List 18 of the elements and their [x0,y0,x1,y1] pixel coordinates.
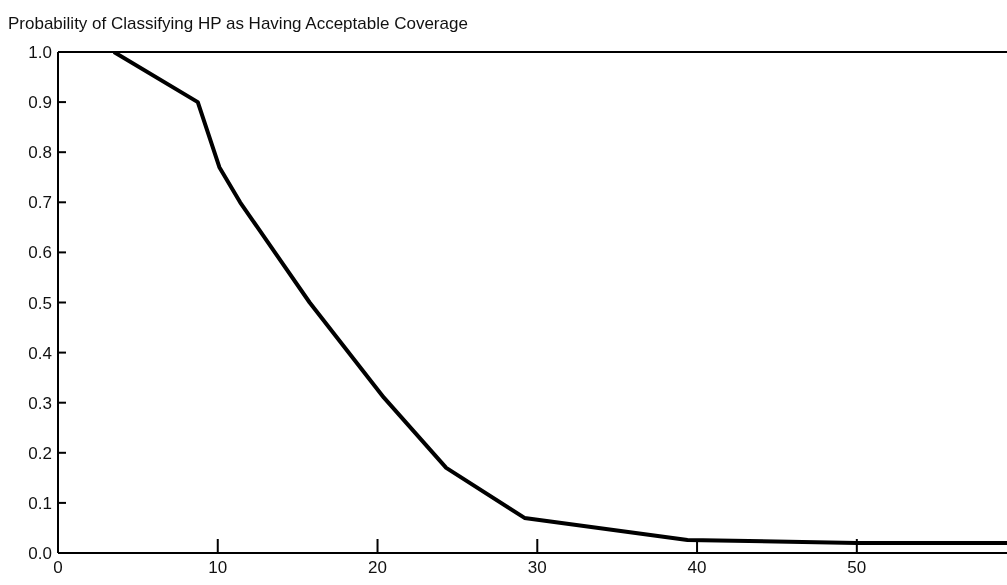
y-tick-label: 0.8 [28,143,52,163]
x-tick-label: 10 [208,558,228,578]
y-tick-label: 0.3 [28,393,52,413]
y-tick-label: 0.1 [28,493,52,513]
x-tick-label: 20 [368,558,387,578]
y-tick-label: 0.6 [28,243,52,263]
x-tick-label: 50 [847,558,867,578]
y-tick-label: 0.9 [28,93,52,113]
x-tick-label: 0 [53,558,63,578]
x-tick-label: 40 [687,558,707,578]
y-tick-label: 0.0 [28,544,52,564]
y-tick-label: 0.7 [28,193,52,213]
y-tick-label: 0.2 [28,443,52,463]
y-tick-label: 0.5 [28,293,52,313]
chart-title: Probability of Classifying HP as Having Acceptable Coverage [8,14,468,34]
y-tick-label: 0.4 [28,343,52,363]
x-tick-label: 30 [527,558,547,578]
y-tick-label: 1.0 [28,43,52,63]
